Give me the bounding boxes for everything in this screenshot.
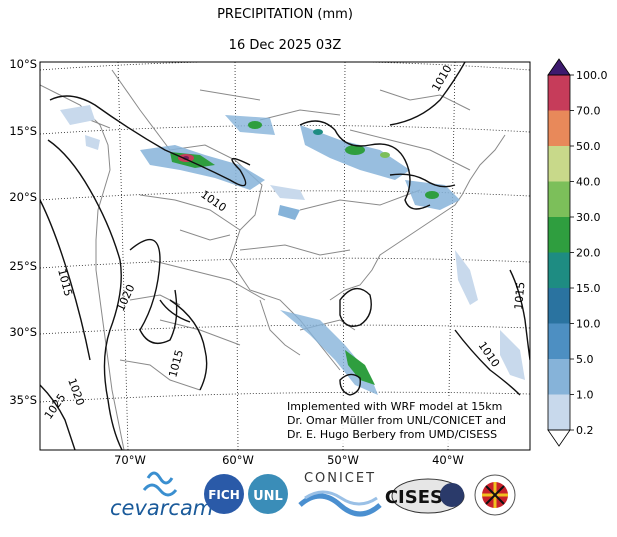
colorbar-segment <box>548 146 570 182</box>
colorbar-label: 0.2 <box>576 424 594 437</box>
colorbar-extend-max <box>547 58 571 76</box>
colorbar-segment <box>548 288 570 324</box>
colorbar-segment <box>548 323 570 359</box>
colorbar-label: 5.0 <box>576 353 594 366</box>
map-title: PRECIPITATION (mm) <box>217 7 353 22</box>
colorbar-segment <box>548 359 570 395</box>
lat-label: 10°S <box>9 57 37 71</box>
lat-label: 15°S <box>9 124 37 138</box>
conicet-text: CONICET <box>304 471 376 486</box>
cisess-text: CISESS <box>385 487 455 508</box>
credit-line-3: Dr. E. Hugo Berbery from UMD/CISESS <box>287 428 497 441</box>
cevarcam-logo: cevarcam <box>110 471 213 520</box>
lat-label: 20°S <box>9 190 37 204</box>
logos-strip: cevarcam FICH UNL CONICET CISESS <box>110 471 516 520</box>
map-area <box>40 62 530 450</box>
cisess-logo: CISESS <box>385 478 465 514</box>
isobar-label: 1015 <box>512 281 527 310</box>
colorbar-segment <box>548 110 570 146</box>
colorbar-segment <box>548 75 570 111</box>
isobars <box>40 62 530 450</box>
lon-label: 70°W <box>114 453 146 467</box>
colorbar-segment <box>548 181 570 217</box>
colorbar-label: 40.0 <box>576 176 601 189</box>
colorbar-segment <box>548 252 570 288</box>
colorbar-label: 30.0 <box>576 211 601 224</box>
fich-logo: FICH <box>204 474 244 514</box>
lon-label: 60°W <box>222 453 254 467</box>
colorbar-segment <box>548 217 570 253</box>
map-frame <box>39 61 531 451</box>
lon-label: 40°W <box>432 453 464 467</box>
unl-text: UNL <box>253 489 283 504</box>
conicet-logo: CONICET <box>298 471 382 517</box>
colorbar-label: 100.0 <box>576 69 608 82</box>
lat-labels: 10°S 15°S 20°S 25°S 30°S 35°S <box>9 57 37 407</box>
lon-labels: 70°W 60°W 50°W 40°W <box>114 453 464 467</box>
colorbar-label: 70.0 <box>576 105 601 118</box>
isobar-labels: 1010 1010 1015 1020 1015 1020 1025 1015 … <box>42 63 528 422</box>
cevarcam-text: cevarcam <box>110 496 213 520</box>
colorbar-extend-min <box>547 429 571 447</box>
unl-logo: UNL <box>248 474 288 514</box>
map-subtitle: 16 Dec 2025 03Z <box>228 38 342 53</box>
colorbar-segment <box>548 394 570 430</box>
fich-text: FICH <box>208 488 240 502</box>
colorbar-label: 1.0 <box>576 389 594 402</box>
credits-box <box>283 396 528 446</box>
colorbar-label: 15.0 <box>576 282 601 295</box>
lat-label: 25°S <box>9 259 37 273</box>
colorbar-label: 10.0 <box>576 318 601 331</box>
colorbar: 0.2 1.0 5.0 10.0 15.0 20.0 30.0 40.0 50.0 70.0 100… <box>547 58 608 447</box>
colorbar-label: 50.0 <box>576 140 601 153</box>
credit-line-1: Implemented with WRF model at 15km <box>287 400 502 413</box>
lat-label: 35°S <box>9 393 37 407</box>
credit-line-2: Dr. Omar Müller from UNL/CONICET and <box>287 414 506 427</box>
umd-seal-logo <box>474 474 516 516</box>
lat-label: 30°S <box>9 325 37 339</box>
lon-label: 50°W <box>327 453 359 467</box>
colorbar-label: 20.0 <box>576 247 601 260</box>
